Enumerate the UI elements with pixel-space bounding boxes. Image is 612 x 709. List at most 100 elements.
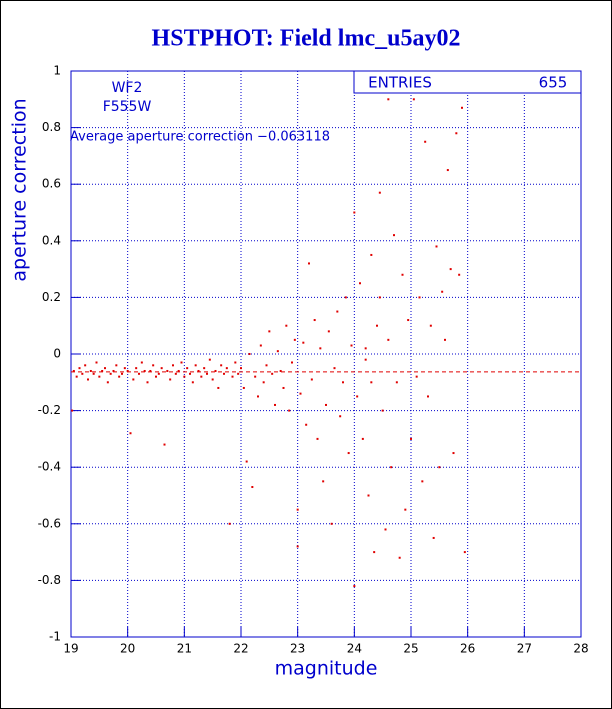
x-tick-label: 24 [347,642,362,656]
point [427,395,429,398]
point [231,375,234,378]
point [449,268,452,271]
point [240,367,242,370]
point [398,556,401,559]
point [308,262,310,265]
point [347,452,350,455]
y-tick-label: 1 [53,64,61,78]
x-tick-label: 27 [517,642,532,656]
point [282,386,285,389]
y-tick-label: 0 [53,347,61,361]
point [376,324,378,327]
point [444,338,446,341]
point [157,372,160,375]
point [262,381,265,384]
point [291,361,293,364]
point [101,369,104,372]
point [189,372,191,375]
point [220,364,223,367]
point [424,140,427,143]
point [384,528,387,531]
x-tick-label: 23 [290,642,305,656]
point [344,296,347,299]
point [310,378,313,381]
point [299,392,302,395]
point [364,358,367,361]
point [257,395,259,398]
point [172,364,174,367]
point [118,375,121,378]
point [206,372,208,375]
x-axis-label: magnitude [275,658,378,680]
point [407,319,410,322]
y-tick-label: 0.6 [42,177,61,191]
annotation: WF2 [112,80,143,96]
x-tick-label: 21 [177,642,192,656]
point [370,381,373,384]
point [435,245,438,248]
x-tick-label: 22 [233,642,248,656]
point [211,378,214,381]
point [149,369,152,372]
point [350,344,353,347]
point [160,367,163,370]
point [378,296,381,299]
y-axis-label: aperture correction [9,98,31,281]
point [395,381,398,384]
point [194,364,197,367]
point [316,437,319,440]
y-tick-label: -0.6 [38,516,61,530]
stats-box [353,70,582,94]
point [401,273,404,276]
point [319,347,322,350]
point [302,341,305,344]
y-tick-label: 0.4 [42,233,61,247]
point [364,347,367,350]
point [463,551,466,554]
point [169,378,172,381]
point [143,369,146,372]
point [228,522,231,525]
point [438,466,441,469]
point [353,211,356,214]
point [367,494,370,497]
point [248,353,251,355]
x-tick-label: 28 [573,642,588,656]
y-tick-label: -0.4 [38,460,61,474]
annotation: F555W [103,99,152,115]
point [276,350,279,353]
point [72,369,75,372]
point [132,378,135,381]
x-tick-label: 26 [460,642,475,656]
point [166,369,169,372]
point [378,191,381,194]
point [410,437,412,440]
point [254,375,257,378]
point [217,386,220,389]
point [152,364,155,367]
point [370,253,373,256]
point [359,282,361,285]
y-tick-label: -1 [49,630,61,644]
point [404,508,407,511]
point [138,372,140,375]
point [432,536,435,539]
point [381,409,384,412]
point [296,508,299,511]
point [146,381,149,384]
point [339,415,342,418]
point [288,409,291,412]
point [78,367,81,370]
point [330,522,333,525]
y-tick-label: 0.2 [42,290,61,304]
point [223,372,225,375]
point [259,344,262,347]
point [87,378,89,381]
point [177,369,180,372]
x-tick-label: 20 [120,642,135,656]
point [333,367,336,370]
point [180,361,183,364]
point [361,437,364,440]
point [225,367,228,370]
point [186,367,189,370]
